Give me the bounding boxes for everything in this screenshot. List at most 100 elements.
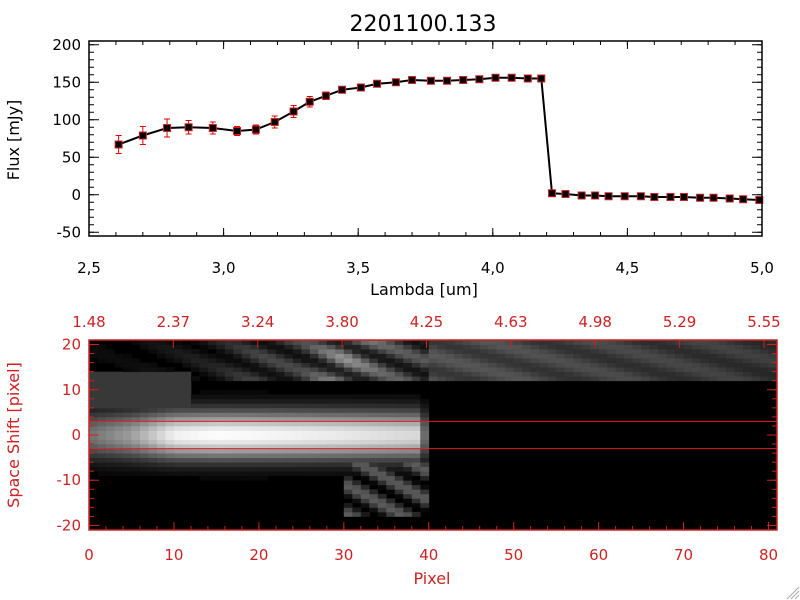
image-pixel (573, 344, 583, 350)
image-pixel (411, 471, 421, 477)
image-pixel (743, 358, 752, 364)
image-pixel (420, 344, 430, 350)
image-pixel (403, 398, 413, 404)
image-pixel (352, 444, 362, 449)
image-pixel (445, 344, 455, 350)
image-pixel (335, 471, 345, 477)
image-pixel (377, 466, 387, 472)
image-pixel (267, 462, 277, 468)
image-pixel (267, 371, 277, 377)
wavelength-tick-label: 2.37 (157, 313, 190, 331)
image-pixel (369, 453, 379, 459)
image-pixel (394, 484, 404, 490)
image-pixel (190, 394, 200, 400)
pixel-tick-label: 50 (504, 546, 523, 564)
image-pixel (403, 471, 413, 477)
image-pixel (624, 367, 633, 373)
wavelength-tick-label: 4.98 (579, 313, 612, 331)
image-pixel (156, 380, 166, 386)
image-pixel (615, 358, 625, 364)
image-pixel (547, 362, 557, 368)
image-pixel (250, 394, 260, 400)
image-pixel (386, 480, 396, 486)
image-pixel (471, 340, 481, 345)
image-pixel (335, 444, 345, 449)
image-pixel (428, 349, 438, 354)
image-pixel (615, 344, 625, 350)
image-pixel (505, 376, 515, 382)
image-pixel (301, 471, 311, 477)
data-point (548, 189, 557, 198)
image-pixel (420, 507, 430, 513)
image-pixel (97, 416, 107, 422)
image-pixel (386, 349, 396, 354)
image-pixel (105, 421, 115, 427)
image-pixel (258, 439, 268, 445)
image-pixel (173, 403, 183, 409)
image-pixel (411, 403, 421, 409)
image-pixel (386, 344, 396, 350)
image-pixel (343, 502, 353, 508)
image-pixel (386, 484, 396, 490)
image-pixel (386, 398, 396, 404)
image-pixel (275, 471, 285, 477)
image-pixel (420, 475, 430, 481)
image-pixel (122, 439, 132, 445)
image-pixel (301, 358, 311, 364)
image-pixel (224, 340, 234, 345)
image-pixel (658, 376, 667, 382)
image-pixel (97, 462, 107, 468)
image-pixel (564, 362, 574, 368)
image-pixel (360, 498, 370, 504)
image-pixel (598, 353, 608, 359)
image-pixel (267, 362, 277, 368)
image-pixel (165, 412, 175, 418)
image-pixel (114, 448, 124, 454)
image-pixel (173, 444, 183, 449)
image-pixel (564, 376, 574, 382)
image-pixel (462, 340, 472, 345)
image-pixel (224, 412, 234, 418)
pixel-tick-label: 30 (334, 546, 353, 564)
image-pixel (479, 358, 489, 364)
image-pixel (182, 376, 192, 382)
image-pixel (190, 407, 200, 413)
image-pixel (760, 349, 769, 354)
image-pixel (530, 344, 540, 350)
image-pixel (343, 376, 353, 382)
image-pixel (139, 403, 149, 409)
image-pixel (751, 349, 761, 354)
image-pixel (326, 435, 336, 440)
image-pixel (513, 349, 523, 354)
image-pixel (420, 498, 430, 504)
image-pixel (233, 457, 243, 463)
image-pixel (182, 358, 192, 364)
image-pixel (97, 466, 107, 472)
image-pixel (411, 412, 421, 418)
image-pixel (326, 367, 336, 373)
image-pixel (590, 353, 600, 359)
image-pixel (369, 344, 379, 350)
image-pixel (513, 376, 523, 382)
image-pixel (420, 453, 430, 459)
image-pixel (420, 412, 430, 418)
image-pixel (352, 349, 362, 354)
image-pixel (420, 367, 430, 373)
image-pixel (207, 444, 217, 449)
image-pixel (241, 367, 251, 373)
image-pixel (386, 362, 396, 368)
image-pixel (386, 421, 396, 427)
image-pixel (97, 403, 107, 409)
image-pixel (581, 358, 591, 364)
image-pixel (692, 353, 701, 359)
image-pixel (411, 362, 421, 368)
image-pixel (318, 407, 328, 413)
image-pixel (343, 507, 353, 513)
image-pixel (386, 466, 396, 472)
shift-tick-label: 0 (71, 426, 81, 444)
image-pixel (216, 349, 226, 354)
image-pixel (624, 340, 633, 345)
image-pixel (632, 358, 642, 364)
image-pixel (250, 430, 260, 436)
image-pixel (411, 344, 421, 350)
